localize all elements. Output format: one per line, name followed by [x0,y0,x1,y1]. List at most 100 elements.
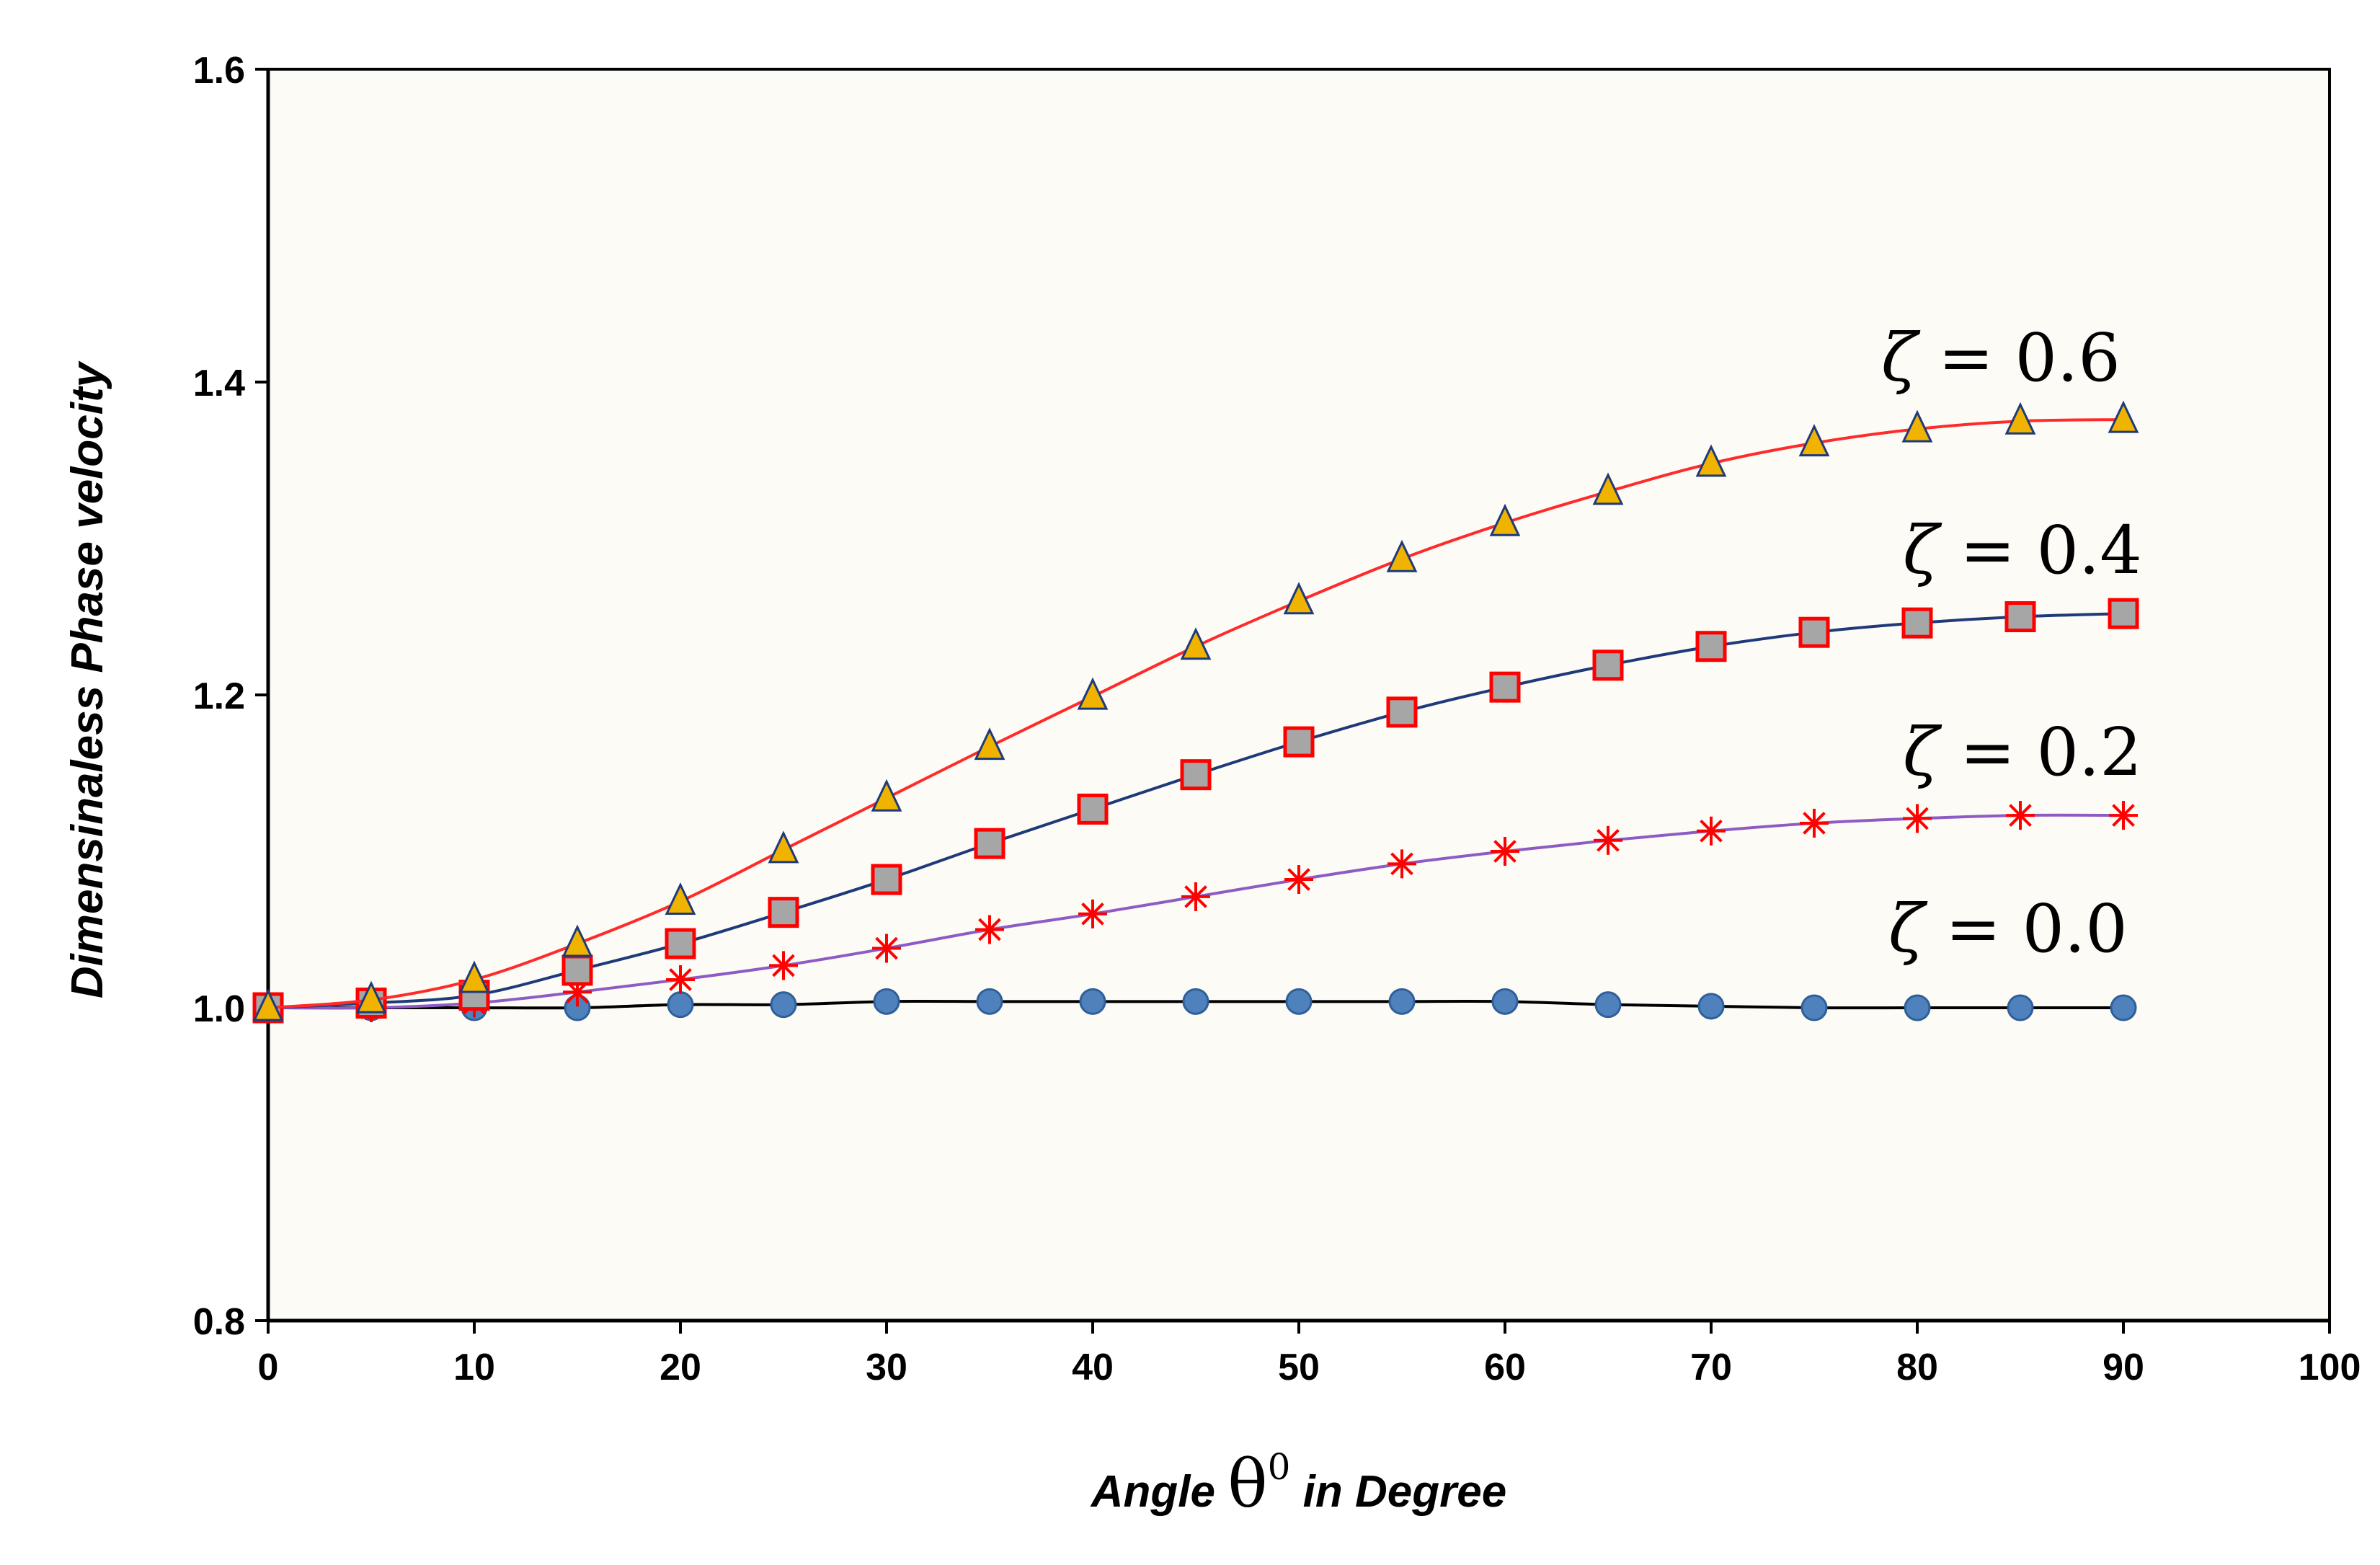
series-labels: ζ = 0.0ζ = 0.2ζ = 0.4ζ = 0.6 [1881,319,2142,967]
data-point-asterisk [975,915,1004,944]
data-point-triangle [1901,409,1933,443]
plot-area [267,68,2331,1322]
y-tick-label: 0.8 [193,1301,245,1343]
x-tick-label: 0 [258,1347,279,1388]
series-layer [252,400,2139,1024]
data-point-triangle [1386,539,1418,572]
data-point-triangle [665,882,696,915]
y-tick-label: 1.4 [193,363,245,404]
series-label: ζ = 0.6 [1881,319,2121,396]
data-point-circle [1904,994,1931,1021]
series-label-value: = 0.0 [1924,890,2128,967]
data-point-square [1489,671,1521,703]
data-point-triangle [458,960,490,993]
data-point-asterisk [666,965,695,994]
y-tick-label: 1.0 [193,988,245,1030]
series-label-value: = 0.6 [1917,319,2121,396]
data-point-triangle [561,924,593,957]
data-point-square [871,864,902,895]
data-point-asterisk [1078,899,1107,928]
data-point-circle [1182,988,1209,1015]
x-tick-label: 50 [1278,1347,1320,1388]
data-point-square [1180,759,1212,791]
data-point-square [974,828,1005,859]
data-point-triangle [1489,503,1521,536]
series-label-value: = 0.2 [1939,714,2142,791]
data-point-asterisk [1697,816,1726,846]
data-point-circle [1800,994,1828,1021]
data-point-circle [1491,988,1519,1015]
zeta-symbol: ζ [1888,890,1928,967]
x-tick-label: 100 [2299,1347,2361,1388]
zeta-symbol: ζ [1881,319,1921,396]
data-point-asterisk [1284,865,1313,895]
data-point-asterisk [1594,825,1622,855]
data-point-circle [2007,994,2034,1021]
data-point-circle [1285,988,1313,1015]
data-point-asterisk [769,951,798,980]
data-point-asterisk [1491,837,1519,866]
data-point-asterisk [1800,808,1829,838]
data-point-square [2004,601,2036,632]
data-point-triangle [355,980,387,1014]
data-point-triangle [1180,627,1212,660]
series-label: ζ = 0.0 [1888,890,2128,967]
data-point-square [1283,726,1315,758]
x-tick-label: 10 [453,1347,495,1388]
data-point-triangle [1695,444,1727,477]
axes: 0 10 20 30 40 50 60 70 80 90 100 0.8 1.0 1.2 1.4 1.6 [193,50,2361,1388]
x-tick-label: 40 [1072,1347,1114,1388]
data-point-triangle [768,830,799,864]
data-point-circle [770,991,797,1019]
data-point-triangle [1077,677,1109,710]
data-point-circle [1388,988,1416,1015]
data-point-square [665,928,696,959]
x-tick-label: 20 [660,1347,701,1388]
data-point-asterisk [2006,801,2035,830]
series-label: ζ = 0.4 [1903,512,2142,589]
data-point-asterisk [1903,804,1932,833]
data-point-triangle [974,727,1005,761]
data-point-square [561,954,593,986]
data-point-asterisk [2109,801,2138,830]
data-point-asterisk [1387,849,1416,879]
data-point-square [1901,607,1933,639]
data-point-circle [2110,994,2137,1021]
data-point-square [1592,650,1624,681]
data-point-square [2108,598,2139,629]
data-point-triangle [1592,472,1624,505]
series-square [252,598,2139,1024]
data-point-triangle [2108,400,2139,433]
data-point-square [1695,631,1727,662]
x-tick-label: 60 [1484,1347,1526,1388]
data-point-circle [1697,993,1725,1020]
series-label-value: = 0.4 [1939,512,2142,589]
zeta-symbol: ζ [1903,714,1942,791]
data-point-square [1077,793,1109,825]
series-triangle [252,400,2139,1021]
series-label: ζ = 0.2 [1903,714,2142,791]
data-point-asterisk [872,934,901,963]
x-tick-label: 90 [2103,1347,2144,1388]
x-tick-label: 80 [1896,1347,1938,1388]
data-point-triangle [1283,582,1315,615]
data-point-square [1386,696,1418,728]
data-point-circle [873,988,900,1015]
data-point-triangle [871,779,902,812]
theta-symbol: θ [1227,1445,1267,1522]
x-axis-title-superscript: 0 [1268,1446,1291,1488]
x-axis-title: Angle θ0 in Degree [1090,1445,1506,1522]
x-axis-title-prefix: Angle [1090,1467,1227,1517]
data-point-asterisk [1181,882,1210,911]
data-point-triangle [252,988,284,1021]
y-axis-title: Dimensinaless Phase velocity [63,360,112,998]
data-point-square [768,897,799,928]
data-point-square [1798,616,1830,648]
y-tick-label: 1.2 [193,675,245,717]
data-point-triangle [1798,424,1830,457]
data-point-triangle [2004,402,2036,435]
x-axis-title-suffix: in Degree [1290,1467,1506,1517]
y-tick-label: 1.6 [193,50,245,92]
data-point-circle [667,991,694,1019]
